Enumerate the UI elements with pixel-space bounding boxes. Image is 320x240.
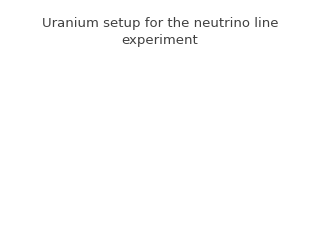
Text: Uranium setup for the neutrino line
experiment: Uranium setup for the neutrino line expe… — [42, 17, 278, 47]
